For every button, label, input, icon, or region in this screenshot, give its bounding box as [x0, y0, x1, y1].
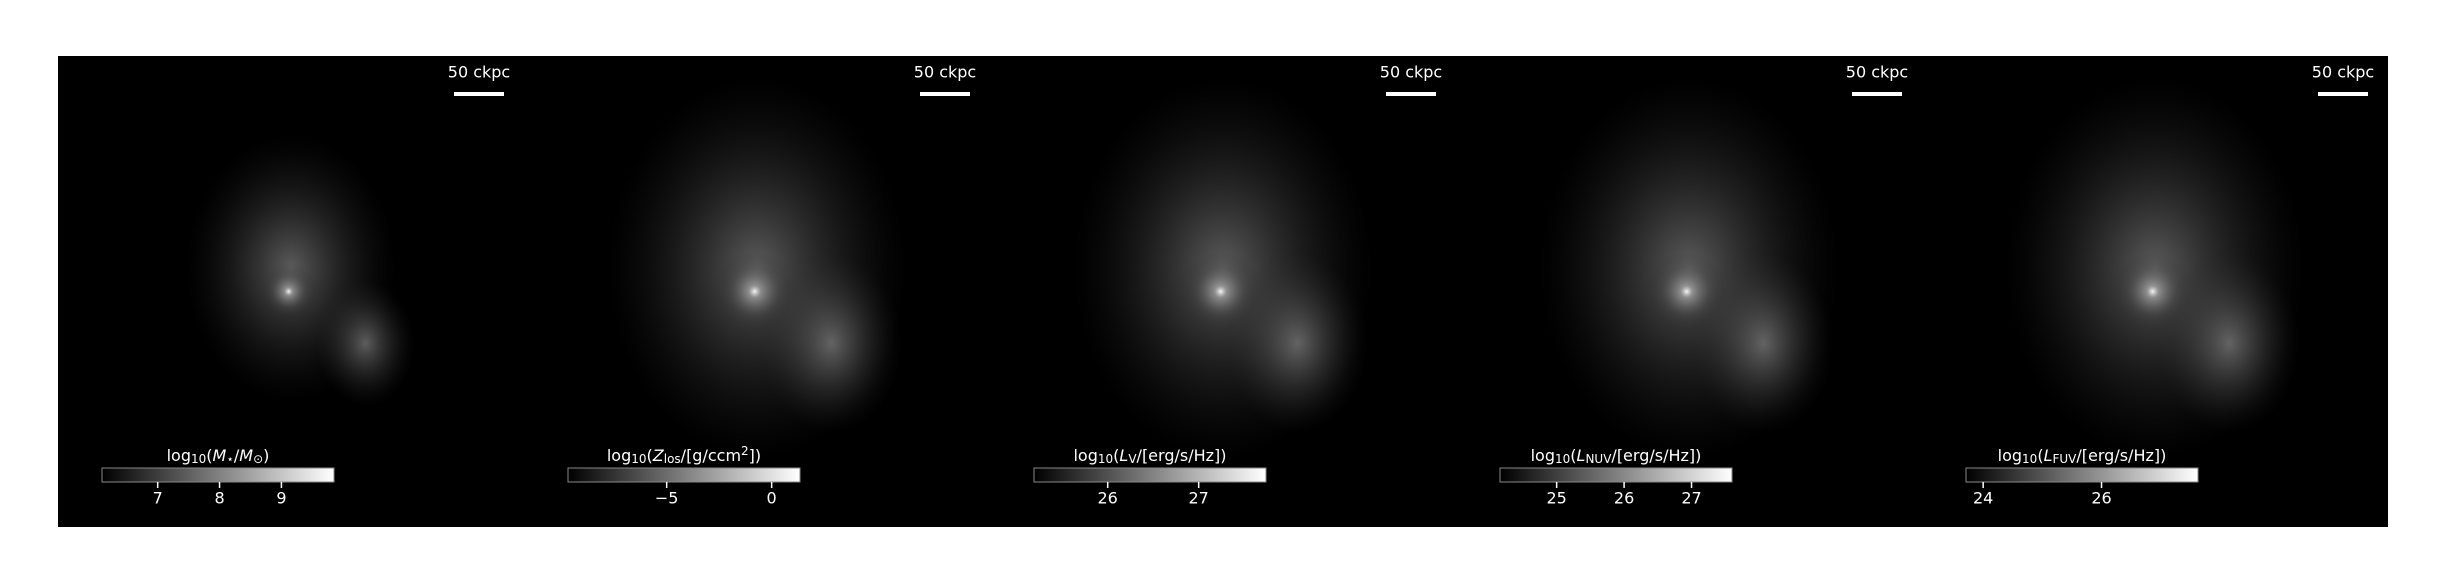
label-part: log — [167, 446, 191, 465]
label-part: ]) — [749, 446, 761, 465]
label-part: ( — [2037, 446, 2043, 465]
colorbar-label: log10(LV/[erg/s/Hz]) — [1073, 446, 1226, 466]
scale-bar-label: 50 ckpc — [1846, 63, 1908, 82]
colorbar-tick-label: 25 — [1546, 489, 1566, 508]
scale-bar-label: 50 ckpc — [2312, 63, 2374, 82]
colorbar-tick-label: 7 — [153, 489, 163, 508]
label-part: FUV — [2052, 452, 2077, 466]
label-part: 10 — [2022, 452, 2037, 466]
panel: 50 ckpc log10(LV/[erg/s/Hz]) 26 27 — [990, 56, 1456, 527]
colorbar — [1499, 467, 1733, 483]
scale-bar-label: 50 ckpc — [1380, 63, 1442, 82]
emission — [1693, 253, 1834, 434]
label-part: 10 — [191, 452, 206, 466]
colorbar — [567, 467, 801, 483]
label-part: M — [239, 446, 253, 465]
label-part: log — [1073, 446, 1097, 465]
colorbar-tick-label: 0 — [767, 489, 777, 508]
emission — [761, 253, 902, 434]
label-part: /[erg/s/Hz]) — [1137, 446, 1227, 465]
emission-core — [1646, 251, 1727, 332]
colorbar-tick-label: −5 — [655, 489, 679, 508]
label-part: ⋆ — [226, 452, 234, 466]
emission-core — [714, 251, 795, 332]
panel: 50 ckpc log10(Zlos/[g/ccm2]) −5 0 — [524, 56, 990, 527]
label-part: log — [1531, 446, 1555, 465]
label-part: ( — [1113, 446, 1119, 465]
colorbar — [1965, 467, 2199, 483]
emission — [2159, 253, 2300, 434]
label-part: log — [1998, 446, 2022, 465]
scale-bar-label: 50 ckpc — [448, 63, 510, 82]
label-part: 2 — [741, 444, 749, 458]
label-part: 10 — [1555, 452, 1570, 466]
emission — [316, 280, 415, 407]
colorbar-tick-label: 9 — [276, 489, 286, 508]
panel: 50 ckpc log10(LFUV/[erg/s/Hz]) 24 26 — [1922, 56, 2388, 527]
colorbar-tick-label: 27 — [1681, 489, 1701, 508]
label-part: /[erg/s/Hz]) — [2076, 446, 2166, 465]
label-part: ( — [206, 446, 212, 465]
emission-core — [1180, 251, 1261, 332]
label-part: M — [213, 446, 227, 465]
colorbar-label: log10(LFUV/[erg/s/Hz]) — [1998, 446, 2167, 466]
label-part: Z — [652, 446, 665, 465]
label-part: 10 — [1098, 452, 1113, 466]
label-part: ( — [647, 446, 653, 465]
emission-core — [2112, 251, 2193, 332]
colorbar-tick-label: 24 — [1973, 489, 1993, 508]
colorbar-label: log10(LNUV/[erg/s/Hz]) — [1531, 446, 1702, 466]
colorbar — [1033, 467, 1267, 483]
label-part: L — [1577, 446, 1586, 465]
colorbar-label: log10(Zlos/[g/ccm2]) — [607, 444, 761, 465]
colorbar-tick-label: 26 — [1098, 489, 1118, 508]
label-part: ⊙ — [253, 452, 263, 466]
label-part: L — [2044, 446, 2053, 465]
label-part: ) — [263, 446, 269, 465]
label-part: log — [607, 446, 631, 465]
label-part: V — [1128, 452, 1137, 466]
label-part: /[g/ccm — [681, 446, 741, 465]
label-part: ( — [1570, 446, 1576, 465]
label-part: NUV — [1585, 452, 1612, 466]
colorbar-label: log10(M⋆/M⊙) — [167, 446, 270, 466]
colorbar-tick-label: 26 — [2091, 489, 2111, 508]
scale-bar-label: 50 ckpc — [914, 63, 976, 82]
colorbar-tick-label: 26 — [1614, 489, 1634, 508]
label-part: los — [664, 452, 681, 466]
emission — [1227, 253, 1368, 434]
panel: 50 ckpc log10(LNUV/[erg/s/Hz]) 25 26 27 — [1456, 56, 1922, 527]
colorbar — [101, 467, 335, 483]
label-part: /[erg/s/Hz]) — [1611, 446, 1701, 465]
label-part: L — [1119, 446, 1128, 465]
colorbar-tick-label: 27 — [1188, 489, 1208, 508]
colorbar-tick-label: 8 — [214, 489, 224, 508]
label-part: / — [234, 446, 240, 465]
emission-core — [260, 263, 317, 320]
label-part: 10 — [631, 452, 646, 466]
